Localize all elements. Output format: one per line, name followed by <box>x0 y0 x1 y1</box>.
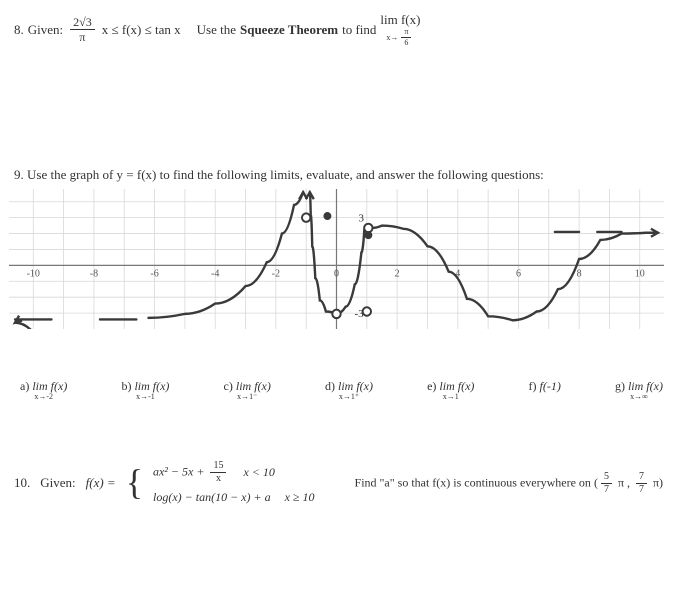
q10-r-f1n: 5 <box>601 472 612 484</box>
q9-part: g) lim f(x)x→∞ <box>615 379 663 401</box>
q10-fx: f(x) = <box>86 475 116 491</box>
q10-p2-expr: log(x) − tan(10 − x) + a <box>153 490 271 505</box>
q8-lim-sub-prefix: x→ <box>386 33 398 42</box>
q10-p1-cond: x < 10 <box>243 465 274 480</box>
q9-graph: -10-8-6-4-202468103-3 <box>9 189 664 329</box>
q10-p1-expr: ax² − 5x + <box>153 464 204 478</box>
svg-text:6: 6 <box>516 268 521 279</box>
q8-inequality: x ≤ f(x) ≤ tan x <box>102 22 181 38</box>
q8-instr-b: Squeeze Theorem <box>240 22 338 38</box>
q10-p2-cond: x ≥ 10 <box>285 490 315 505</box>
q10-given: Given: <box>40 475 75 491</box>
q10-right-open: ( <box>594 475 598 489</box>
q9-part: f) f(-1) <box>529 379 561 401</box>
svg-text:-4: -4 <box>211 268 219 279</box>
q8-instr-a: Use the <box>197 22 236 38</box>
question-10: 10. Given: f(x) = { ax² − 5x + 15 x x < … <box>14 461 669 505</box>
svg-text:-8: -8 <box>90 268 98 279</box>
q10-number: 10. <box>14 475 30 491</box>
q10-r-f2d: 7 <box>639 484 644 495</box>
q9-parts-row: a) lim f(x)x→-2 b) lim f(x)x→-1 c) lim f(x… <box>14 379 669 401</box>
svg-text:8: 8 <box>577 268 582 279</box>
q8-lim-sub-num: π <box>401 28 411 38</box>
q8-instr-c: to find <box>342 22 376 38</box>
q9-part: c) lim f(x)x→1⁻ <box>224 379 271 401</box>
q9-part: b) lim f(x)x→-1 <box>121 379 169 401</box>
svg-text:-10: -10 <box>27 268 40 279</box>
q10-right-a: Find "a" so that f(x) is continuous ever… <box>355 475 591 489</box>
q10-right-pi2: π) <box>653 475 663 489</box>
q8-lim-sub-den: 6 <box>404 38 408 47</box>
svg-text:-6: -6 <box>150 268 158 279</box>
q10-p1-num: 15 <box>210 461 226 473</box>
q10-p1-den: x <box>216 473 221 484</box>
svg-text:0: 0 <box>334 268 339 279</box>
q10-r-f2n: 7 <box>636 472 647 484</box>
q10-r-f1d: 7 <box>604 484 609 495</box>
q9-part: e) lim f(x)x→1 <box>427 379 474 401</box>
question-9: 9. Use the graph of y = f(x) to find the… <box>14 167 669 401</box>
q9-text: Use the graph of y = f(x) to find the fo… <box>27 167 544 182</box>
svg-text:-2: -2 <box>272 268 280 279</box>
svg-text:3: 3 <box>359 213 365 225</box>
question-8: 8. Given: 2√3 π x ≤ f(x) ≤ tan x Use the… <box>14 12 669 47</box>
q9-number: 9. <box>14 167 24 182</box>
q9-part: a) lim f(x)x→-2 <box>20 379 67 401</box>
q8-given: Given: <box>28 22 63 38</box>
q10-right-pi1: π , <box>618 475 630 489</box>
q9-part: d) lim f(x)x→1⁺ <box>325 379 373 401</box>
q8-lim-expr: lim f(x) <box>380 12 420 28</box>
svg-text:10: 10 <box>635 268 645 279</box>
q8-number: 8. <box>14 22 24 38</box>
q10-brace: { <box>126 470 143 495</box>
svg-text:2: 2 <box>395 268 400 279</box>
graph-svg: -10-8-6-4-202468103-3 <box>9 189 664 329</box>
q8-fraction: 2√3 π <box>70 16 95 43</box>
